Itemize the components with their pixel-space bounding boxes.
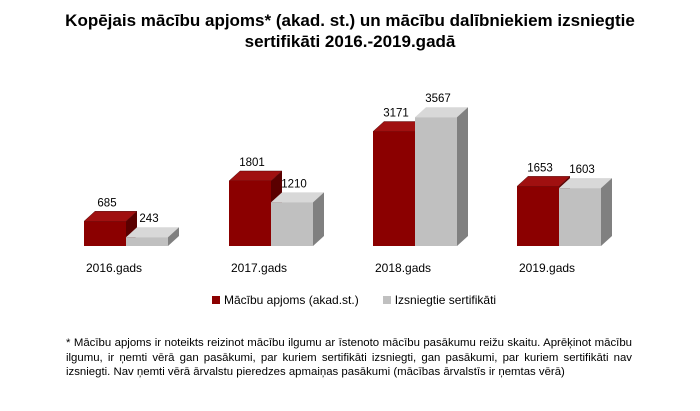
bar-certificates-3 — [559, 188, 601, 246]
value-label-certificates-1: 1210 — [281, 178, 307, 190]
bar-volume-0 — [84, 221, 126, 246]
bar-top-certificates-3 — [559, 178, 612, 189]
value-label-certificates-3: 1603 — [569, 164, 595, 176]
legend-label-certificates: Izsniegtie sertifikāti — [394, 293, 497, 307]
bar-certificates-1 — [271, 202, 313, 246]
bar-top-certificates-2 — [415, 107, 468, 118]
value-label-volume-1: 1801 — [239, 157, 265, 169]
bar-top-certificates-1 — [271, 192, 324, 203]
bar-volume-1 — [229, 180, 271, 246]
bar-certificates-0 — [126, 237, 168, 246]
footnote: * Mācību apjoms ir noteikts reizinot māc… — [66, 337, 632, 378]
value-label-volume-3: 1653 — [527, 162, 553, 174]
value-label-certificates-0: 243 — [139, 213, 158, 225]
bar-side-certificates-3 — [601, 178, 612, 246]
bar-side-certificates-1 — [313, 192, 324, 246]
value-label-volume-0: 685 — [97, 197, 116, 209]
bar-chart: 685 243 2016.gads 1801 1210 2017.gads 3171 3567… — [83, 93, 612, 275]
legend-item-certificates: Izsniegtie sertifikāti — [382, 293, 497, 307]
bar-volume-3 — [517, 186, 559, 246]
chart-title: Kopējais mācību apjoms* (akad. st.) un m… — [65, 11, 635, 51]
legend-item-volume: Mācību apjoms (akad.st.) — [212, 293, 359, 307]
legend-label-volume: Mācību apjoms (akad.st.) — [224, 293, 359, 307]
bar-certificates-2 — [415, 117, 457, 247]
legend-swatch-volume — [212, 296, 220, 304]
bar-side-certificates-0 — [168, 227, 179, 246]
bar-side-certificates-2 — [457, 107, 468, 247]
category-label-1: 2017.gads — [231, 261, 287, 275]
legend-swatch-certificates — [382, 296, 391, 304]
category-label-3: 2019.gads — [519, 261, 575, 275]
bar-top-certificates-0 — [126, 227, 179, 238]
value-label-certificates-2: 3567 — [425, 93, 451, 105]
value-label-volume-2: 3171 — [383, 108, 409, 120]
category-label-2: 2018.gads — [375, 261, 431, 275]
bar-volume-2 — [373, 131, 415, 246]
legend: Mācību apjoms (akad.st.) Izsniegtie sert… — [212, 293, 496, 307]
category-label-0: 2016.gads — [86, 261, 142, 275]
